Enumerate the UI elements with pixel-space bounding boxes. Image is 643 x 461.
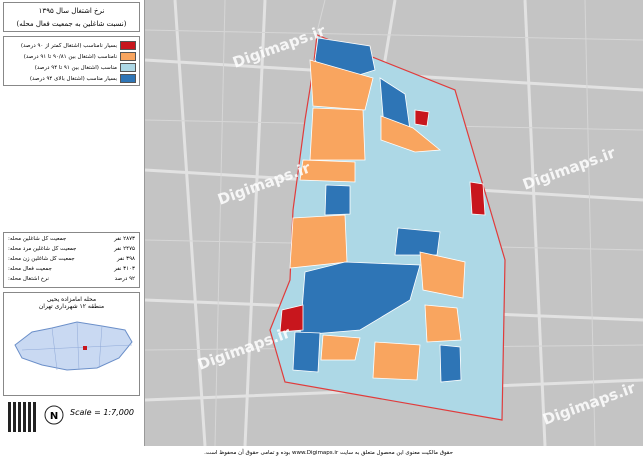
stat-row: جمعیت کل شاغلین مرد محله: ۲۴۷۵ نفر: [8, 246, 135, 256]
blocks: [279, 37, 486, 383]
block: [292, 331, 321, 373]
block: [309, 107, 366, 161]
location-marker: [82, 346, 87, 350]
legend: بسیار نامناسب (اشتغال کمتر از ۹۰ درصد) نا…: [3, 36, 140, 86]
north-circle: [44, 405, 64, 425]
stat-row: جمعیت فعال محله: ۳۱۰۳ نفر: [8, 266, 135, 276]
neighborhood-name: محله امامزاده یحیی: [46, 296, 97, 303]
stat-label: جمعیت فعال محله:: [8, 266, 52, 272]
district-lines: [21, 321, 132, 371]
stat-row: جمعیت کل شاغلین محله: ۲۸۷۳ نفر: [8, 236, 135, 246]
block: [299, 159, 356, 183]
scale: Scale = 1:7,000: [70, 408, 134, 417]
legend-row: مناسب (اشتغال بین ۹۱ تا ۹۴ درصد): [7, 62, 136, 73]
legend-swatch: [120, 41, 136, 50]
stat-label: نرخ اشتغال محله:: [8, 276, 49, 282]
block: [424, 304, 462, 343]
region-name: منطقه ۱۲ شهرداری تهران: [38, 303, 105, 310]
side-panel: نرخ اشتغال سال ۱۳۹۵ (نسبت شاغلین به جمعی…: [0, 0, 145, 446]
stat-value: ۲۸۷۳ نفر: [114, 236, 135, 242]
block: [469, 181, 486, 216]
legend-swatch: [120, 63, 136, 72]
north-label: N: [50, 411, 58, 422]
legend-label: نامناسب (اشتغال بین ۹۰/۸۱ تا ۹۱ درصد): [23, 53, 117, 60]
legend-row: بسیار مناسب (اشتغال بالای ۹۴ درصد): [7, 73, 136, 84]
block: [394, 227, 441, 256]
stat-label: جمعیت کل شاغلین محله:: [8, 236, 67, 242]
stat-label: جمعیت کل شاغلین زن محله:: [8, 256, 75, 262]
block: [439, 344, 462, 383]
legend-label: بسیار نامناسب (اشتغال کمتر از ۹۰ درصد): [20, 42, 117, 49]
block: [372, 341, 421, 381]
legend-label: بسیار مناسب (اشتغال بالای ۹۴ درصد): [29, 75, 117, 82]
stat-label: جمعیت کل شاغلین مرد محله:: [8, 246, 77, 252]
legend-label: مناسب (اشتغال بین ۹۱ تا ۹۴ درصد): [34, 64, 117, 71]
stat-value: ۳۹۸ نفر: [117, 256, 135, 262]
stat-value: ۹۲ درصد: [114, 276, 135, 282]
stat-value: ۲۴۷۵ نفر: [114, 246, 135, 252]
north-arrow: N: [44, 405, 64, 425]
map-subtitle: (نسبت شاغلین به جمعیت فعال محله): [16, 20, 127, 28]
block: [289, 214, 348, 269]
block: [320, 334, 361, 361]
legend-swatch: [120, 74, 136, 83]
location-box: محله امامزاده یحیی منطقه ۱۲ شهرداری تهرا…: [3, 292, 140, 396]
block: [324, 184, 351, 216]
block: [380, 115, 442, 153]
qr-code: [8, 402, 38, 432]
block: [279, 304, 304, 333]
locator-map: [13, 321, 133, 371]
map: Digimaps.ir Digimaps.ir Digimaps.ir Digi…: [145, 0, 643, 446]
legend-swatch: [120, 52, 136, 61]
stats: جمعیت کل شاغلین محله: ۲۸۷۳ نفر جمعیت کل شا…: [3, 232, 140, 288]
block: [419, 251, 466, 299]
title-box: نرخ اشتغال سال ۱۳۹۵ (نسبت شاغلین به جمعی…: [3, 2, 140, 32]
map-title: نرخ اشتغال سال ۱۳۹۵: [38, 7, 105, 15]
block: [309, 59, 374, 111]
legend-row: نامناسب (اشتغال بین ۹۰/۸۱ تا ۹۱ درصد): [7, 51, 136, 62]
stat-row: نرخ اشتغال محله: ۹۲ درصد: [8, 276, 135, 286]
block: [414, 109, 430, 127]
stat-value: ۳۱۰۳ نفر: [114, 266, 135, 272]
copyright: حقوق مالکیت معنوی این محصول متعلق به سای…: [0, 446, 643, 461]
stat-row: جمعیت کل شاغلین زن محله: ۳۹۸ نفر: [8, 256, 135, 266]
legend-row: بسیار نامناسب (اشتغال کمتر از ۹۰ درصد): [7, 40, 136, 51]
